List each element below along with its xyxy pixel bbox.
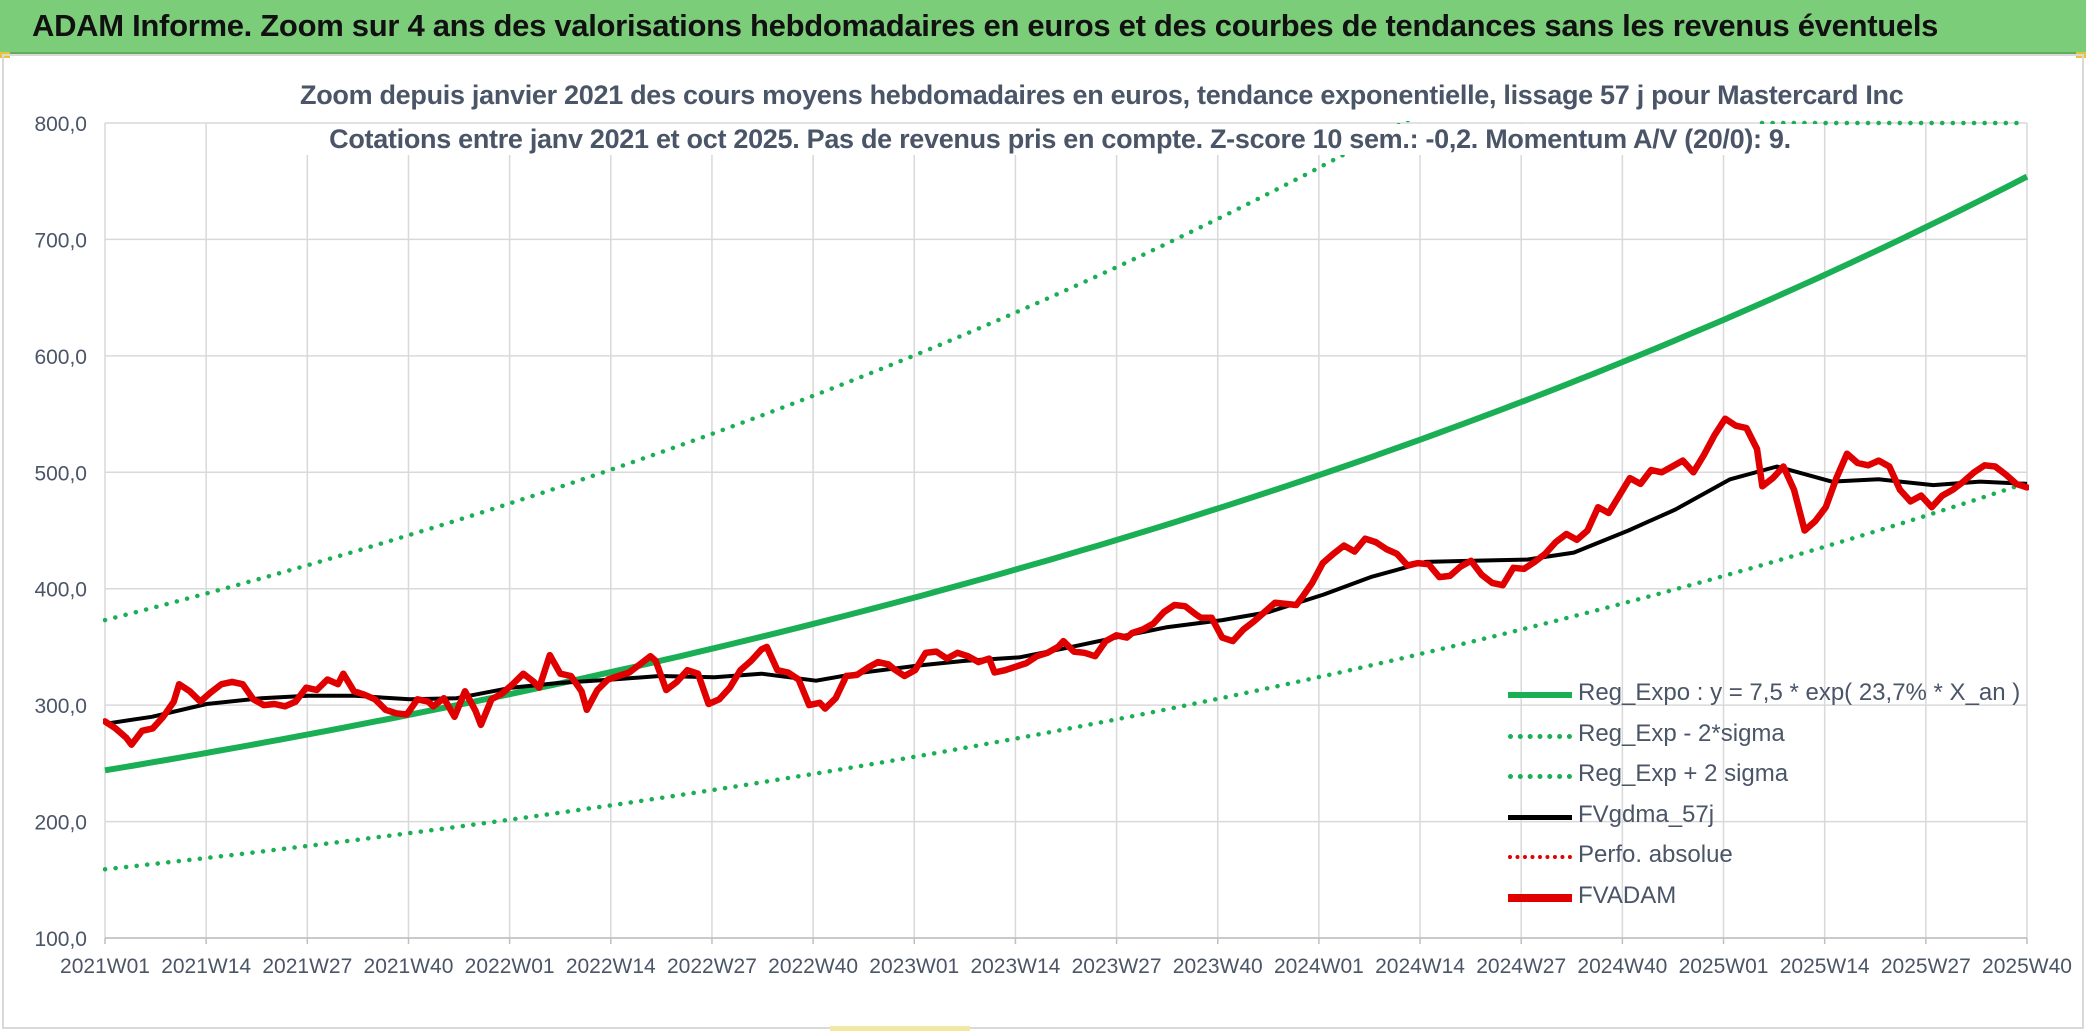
x-tick-label: 2021W27 [262,955,352,978]
x-tick-label: 2024W40 [1577,955,1667,978]
series-line-2 [103,121,1411,623]
legend-label-perfo: Perfo. absolue [1578,841,1733,868]
legend-label-reg-expo: Reg_Expo : y = 7,5 * exp( 23,7% * X_an ) [1578,679,2021,706]
y-tick-label: 700,0 [34,229,87,252]
x-tick-label: 2025W01 [1679,955,1769,978]
y-tick-label: 300,0 [34,695,87,718]
x-tick-label: 2023W14 [970,955,1060,978]
x-tick-label: 2023W27 [1072,955,1162,978]
x-tick-label: 2022W40 [768,955,858,978]
legend-label-reg-exp-minus: Reg_Exp - 2*sigma [1578,719,1785,747]
y-tick-label: 200,0 [34,812,87,835]
y-axis: 100,0 200,0 300,0 400,0 500,0 600,0 700,0 800,0 [34,113,87,951]
chart-grid [104,122,2028,939]
y-tick-label: 100,0 [34,928,87,951]
legend-swatch-reg-exp-plus [1508,774,1572,779]
legend-swatch-fvadam [1508,893,1572,902]
chart-title: Zoom depuis janvier 2021 des cours moyen… [300,80,1904,111]
x-tick-label: 2023W40 [1173,955,1263,978]
x-tick-label: 2025W27 [1881,955,1971,978]
x-tick-label: 2022W14 [566,955,656,978]
report-title: ADAM Informe. Zoom sur 4 ans des valoris… [32,8,1939,43]
x-tick-label: 2023W01 [869,955,959,978]
x-tick-label: 2025W40 [1982,955,2072,978]
y-tick-label: 600,0 [34,346,87,369]
series-line-0 [104,173,2029,774]
x-tick-label: 2024W27 [1476,955,1566,978]
x-axis: 2021W01 2021W14 2021W27 2021W40 2022W01 2022W… [60,937,2072,978]
legend-swatch-reg-exp-minus [1508,733,1572,739]
x-tick-label: 2024W14 [1375,955,1465,978]
y-tick-label: 500,0 [34,462,87,485]
bottom-accent [830,1026,970,1031]
legend-label-fvgdma: FVgdma_57j [1578,800,1715,828]
y-tick-label: 400,0 [34,579,87,602]
x-tick-label: 2021W14 [161,955,251,978]
legend-label-reg-exp-plus: Reg_Exp + 2 sigma [1578,760,1789,787]
x-tick-label: 2022W27 [667,955,757,978]
legend-label-fvadam: FVADAM [1578,881,1677,909]
chart-frame [2,54,2084,1029]
series-line-1 [103,480,2029,872]
x-tick-label: 2022W01 [465,955,555,978]
x-tick-label: 2021W40 [364,955,454,978]
y-tick-label: 800,0 [34,113,87,136]
series-line-5 [103,415,2029,748]
legend-swatch-reg-expo [1508,692,1572,698]
x-tick-label: 2021W01 [60,955,150,978]
report-banner: ADAM Informe. Zoom sur 4 ans des valoris… [0,0,2086,54]
legend-swatch-fvgdma [1508,814,1572,820]
chart-series [103,120,2029,872]
legend-swatch-perfo [1508,855,1572,859]
x-tick-label: 2024W01 [1274,955,1364,978]
chart-subtitle: Cotations entre janv 2021 et oct 2025. P… [300,124,1820,155]
x-tick-label: 2025W14 [1780,955,1870,978]
